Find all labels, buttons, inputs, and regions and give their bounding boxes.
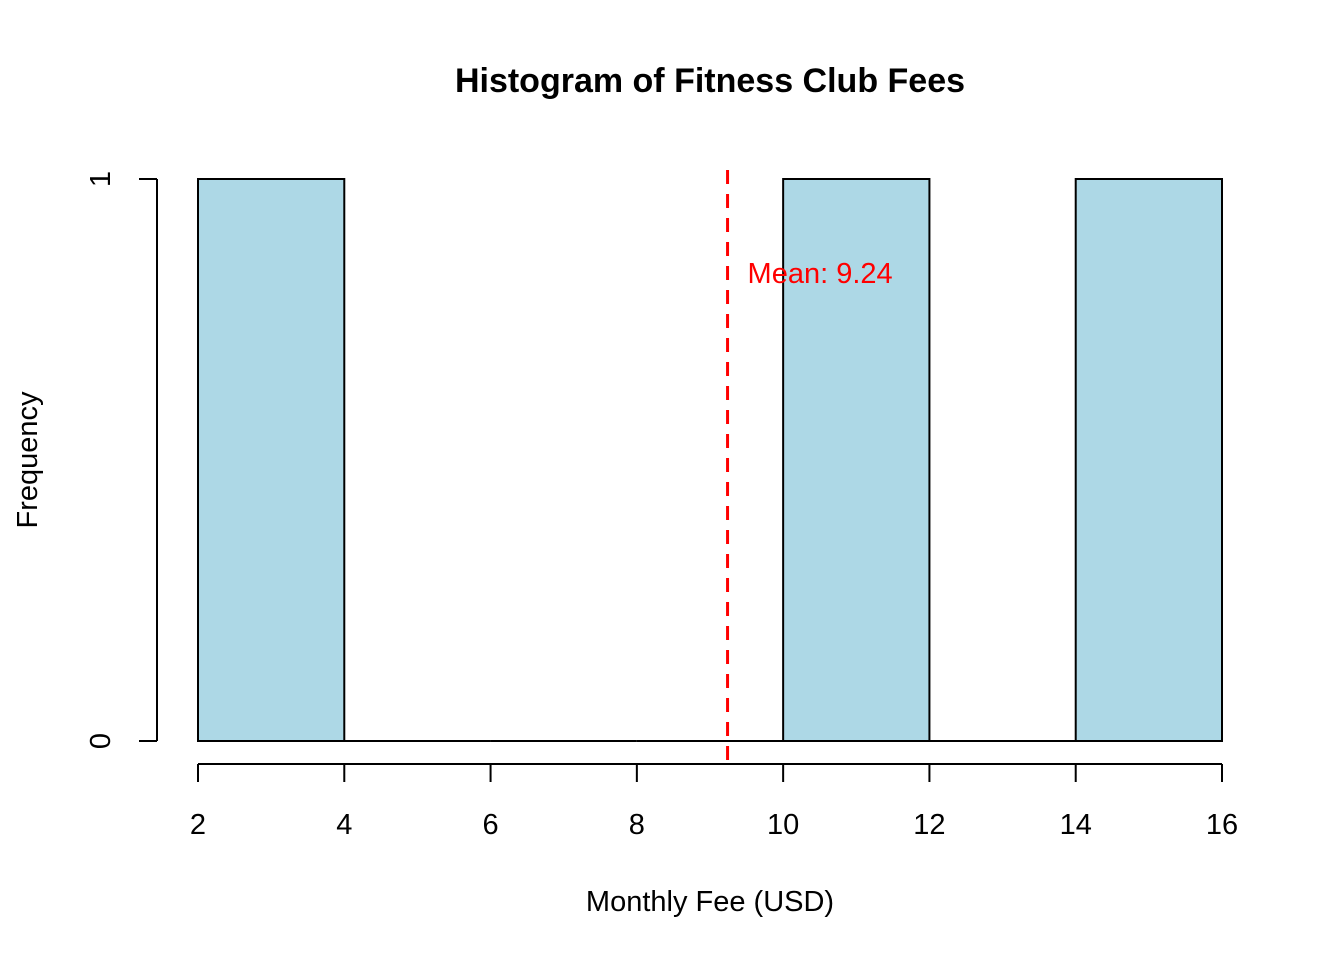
histogram-bar-0 <box>197 178 346 742</box>
x-tick-label-14: 14 <box>1060 809 1092 841</box>
y-tick-label-0: 0 <box>85 733 117 749</box>
mean-label: Mean: 9.24 <box>748 258 893 290</box>
bars-group <box>197 178 1223 742</box>
x-tick-label-12: 12 <box>913 809 945 841</box>
x-tick-label-10: 10 <box>767 809 799 841</box>
x-axis-label: Monthly Fee (USD) <box>586 886 834 918</box>
mean-annotation: Mean: 9.24 <box>726 170 893 764</box>
x-tick-label-6: 6 <box>483 809 499 841</box>
y-axis: 01 <box>85 171 158 749</box>
histogram-bar-4 <box>782 178 931 742</box>
x-tick-label-2: 2 <box>190 809 206 841</box>
x-axis: 2 4 6 8 10 12 14 16 <box>190 763 1238 841</box>
chart-title: Histogram of Fitness Club Fees <box>455 62 965 100</box>
y-tick-label-1: 1 <box>85 171 117 187</box>
x-tick-label-8: 8 <box>629 809 645 841</box>
y-axis-label: Frequency <box>12 391 44 529</box>
x-tick-label-4: 4 <box>336 809 352 841</box>
x-tick-label-16: 16 <box>1206 809 1238 841</box>
histogram-bar-6 <box>1074 178 1223 742</box>
